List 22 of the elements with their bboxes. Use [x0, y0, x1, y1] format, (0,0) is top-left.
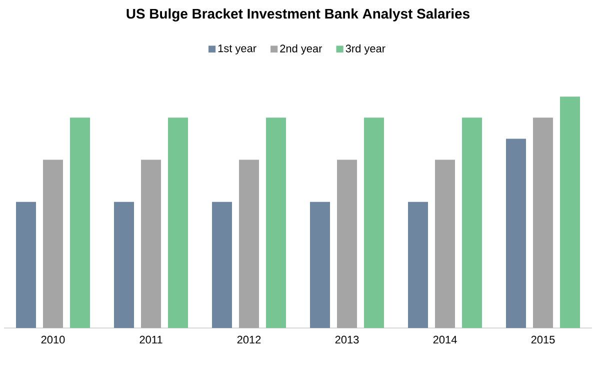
legend-label: 1st year — [218, 44, 256, 54]
bar — [212, 202, 232, 328]
bar — [560, 96, 580, 328]
x-tick-label: 2011 — [140, 336, 162, 344]
x-tick-label: 2014 — [433, 336, 457, 344]
bar — [114, 202, 134, 328]
legend-label: 2nd year — [280, 44, 322, 55]
x-tick-label: 2013 — [335, 336, 359, 344]
bar — [462, 118, 482, 328]
chart-title: US Bulge Bracket Investment Bank Analyst Salaries — [126, 8, 470, 22]
bar — [16, 202, 36, 328]
bar — [506, 138, 526, 328]
bar — [168, 118, 188, 328]
x-tick-label: 2012 — [237, 336, 261, 344]
x-tick-label: 2015 — [531, 336, 555, 344]
bar — [70, 118, 90, 328]
bar — [364, 118, 384, 328]
x-tick-label: 2010 — [41, 336, 65, 344]
bar — [310, 202, 330, 328]
bar — [408, 202, 428, 328]
bar — [266, 118, 286, 328]
legend-label: 3rd year — [346, 44, 386, 55]
